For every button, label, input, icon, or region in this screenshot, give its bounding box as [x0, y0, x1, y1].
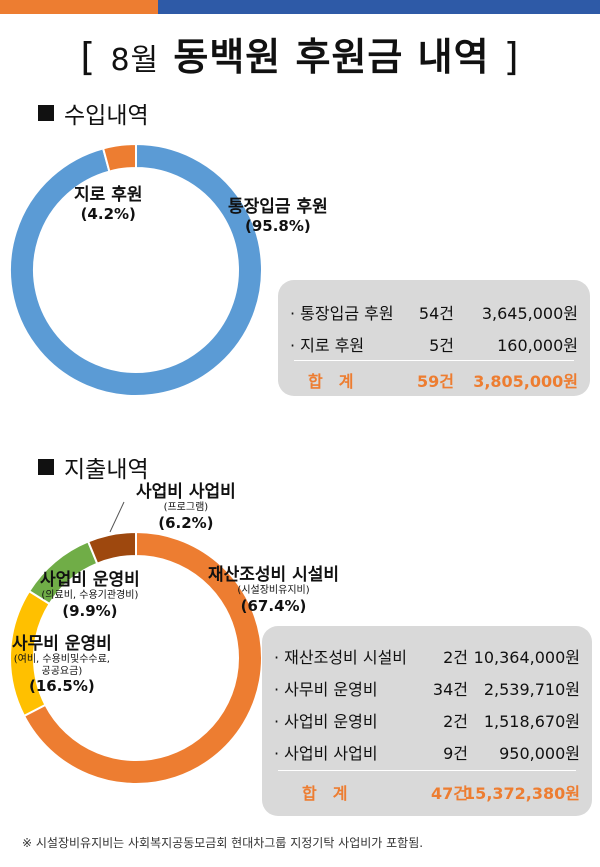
- slice-label-name: 통장입금 후원: [228, 197, 328, 217]
- expense-label-project-ops: 사업비 운영비 (의료비, 수용기관경비) (9.9%): [40, 570, 140, 620]
- square-bullet-icon: [38, 459, 54, 475]
- total-count: 47건: [431, 784, 468, 803]
- income-label-giro: 지로 후원 (4.2%): [74, 185, 142, 223]
- row-name: · 지로 후원: [290, 336, 365, 355]
- divider: [294, 360, 574, 361]
- expense-label-office: 사무비 운영비 (여비, 수용비및수수료, 공공요금) (16.5%): [12, 634, 112, 695]
- top-bar-orange-segment: [0, 0, 158, 14]
- row-amount: 950,000원: [499, 744, 580, 763]
- top-bar-blue-segment: [158, 0, 600, 14]
- row-count: 2건: [443, 712, 468, 731]
- donut-slice: [9, 142, 263, 397]
- total-label: 합 계: [308, 372, 354, 391]
- row-name: · 재산조성비 시설비: [274, 648, 408, 667]
- expense-label-facility: 재산조성비 시설비 (시설장비유지비) (67.4%): [208, 565, 339, 615]
- slice-label-sub: (프로그램): [163, 502, 209, 514]
- slice-label-percent: (16.5%): [29, 677, 95, 696]
- row-name: · 사업비 운영비: [274, 712, 378, 731]
- income-section-title: 수입내역: [64, 103, 149, 129]
- row-count: 9건: [443, 744, 468, 763]
- row-count: 5건: [429, 336, 454, 355]
- row-amount: 160,000원: [497, 336, 578, 355]
- leader-line: [109, 501, 125, 533]
- slice-label-sub: (의료비, 수용기관경비): [41, 590, 139, 602]
- row-amount: 10,364,000원: [473, 648, 580, 667]
- income-label-bank: 통장입금 후원 (95.8%): [228, 197, 328, 235]
- slice-label-percent: (95.8%): [245, 217, 311, 236]
- top-color-bar: [0, 0, 600, 14]
- expense-section-heading: 지출내역: [38, 450, 149, 484]
- slice-label-name: 재산조성비 시설비: [208, 565, 340, 585]
- total-amount: 15,372,380원: [464, 784, 580, 803]
- expense-label-program: 사업비 사업비 (프로그램) (6.2%): [136, 482, 236, 532]
- row-count: 2건: [443, 648, 468, 667]
- donut-slice: [101, 142, 137, 173]
- divider: [278, 770, 576, 771]
- square-bullet-icon: [38, 105, 54, 121]
- slice-label-percent: (6.2%): [158, 514, 214, 533]
- row-amount: 1,518,670원: [483, 712, 580, 731]
- title-month: 8월: [110, 43, 160, 78]
- row-amount: 3,645,000원: [481, 304, 578, 323]
- donut-slice: [22, 530, 263, 785]
- footnote: ※ 시설장비유지비는 사회복지공동모금회 현대차그룹 지정기탁 사업비가 포함됨…: [22, 836, 424, 850]
- slice-label-name: 사무비 운영비: [12, 634, 112, 654]
- slice-label-percent: (4.2%): [80, 205, 136, 224]
- total-label: 합 계: [302, 784, 348, 803]
- row-name: · 사무비 운영비: [274, 680, 378, 699]
- title-open-bracket: [: [80, 35, 97, 79]
- expense-section-title: 지출내역: [64, 457, 149, 483]
- donut-slice: [86, 530, 137, 565]
- row-name: · 사업비 사업비: [274, 744, 378, 763]
- title-main: 동백원 후원금 내역: [173, 35, 490, 79]
- row-count: 34건: [432, 680, 468, 699]
- row-amount: 2,539,710원: [483, 680, 580, 699]
- slice-label-percent: (9.9%): [62, 602, 118, 621]
- page-title: [ 8월 동백원 후원금 내역 ]: [0, 26, 600, 81]
- row-name: · 통장입금 후원: [290, 304, 394, 323]
- row-count: 54건: [418, 304, 454, 323]
- slice-label-sub: (시설장비유지비): [237, 585, 310, 597]
- slice-label-name: 지로 후원: [74, 185, 143, 205]
- income-summary-panel: · 통장입금 후원 54건 3,645,000원 · 지로 후원 5건 160,…: [278, 280, 590, 396]
- total-amount: 3,805,000원: [473, 372, 578, 391]
- income-section-heading: 수입내역: [38, 96, 149, 130]
- slice-label-name: 사업비 운영비: [40, 570, 140, 590]
- slice-label-name: 사업비 사업비: [136, 482, 236, 502]
- total-count: 59건: [417, 372, 454, 391]
- slice-label-sub: (여비, 수용비및수수료, 공공요금): [13, 654, 110, 677]
- title-close-bracket: ]: [503, 35, 520, 79]
- expense-summary-panel: · 재산조성비 시설비 2건 10,364,000원 · 사무비 운영비 34건…: [262, 626, 592, 816]
- slice-label-percent: (67.4%): [240, 597, 307, 616]
